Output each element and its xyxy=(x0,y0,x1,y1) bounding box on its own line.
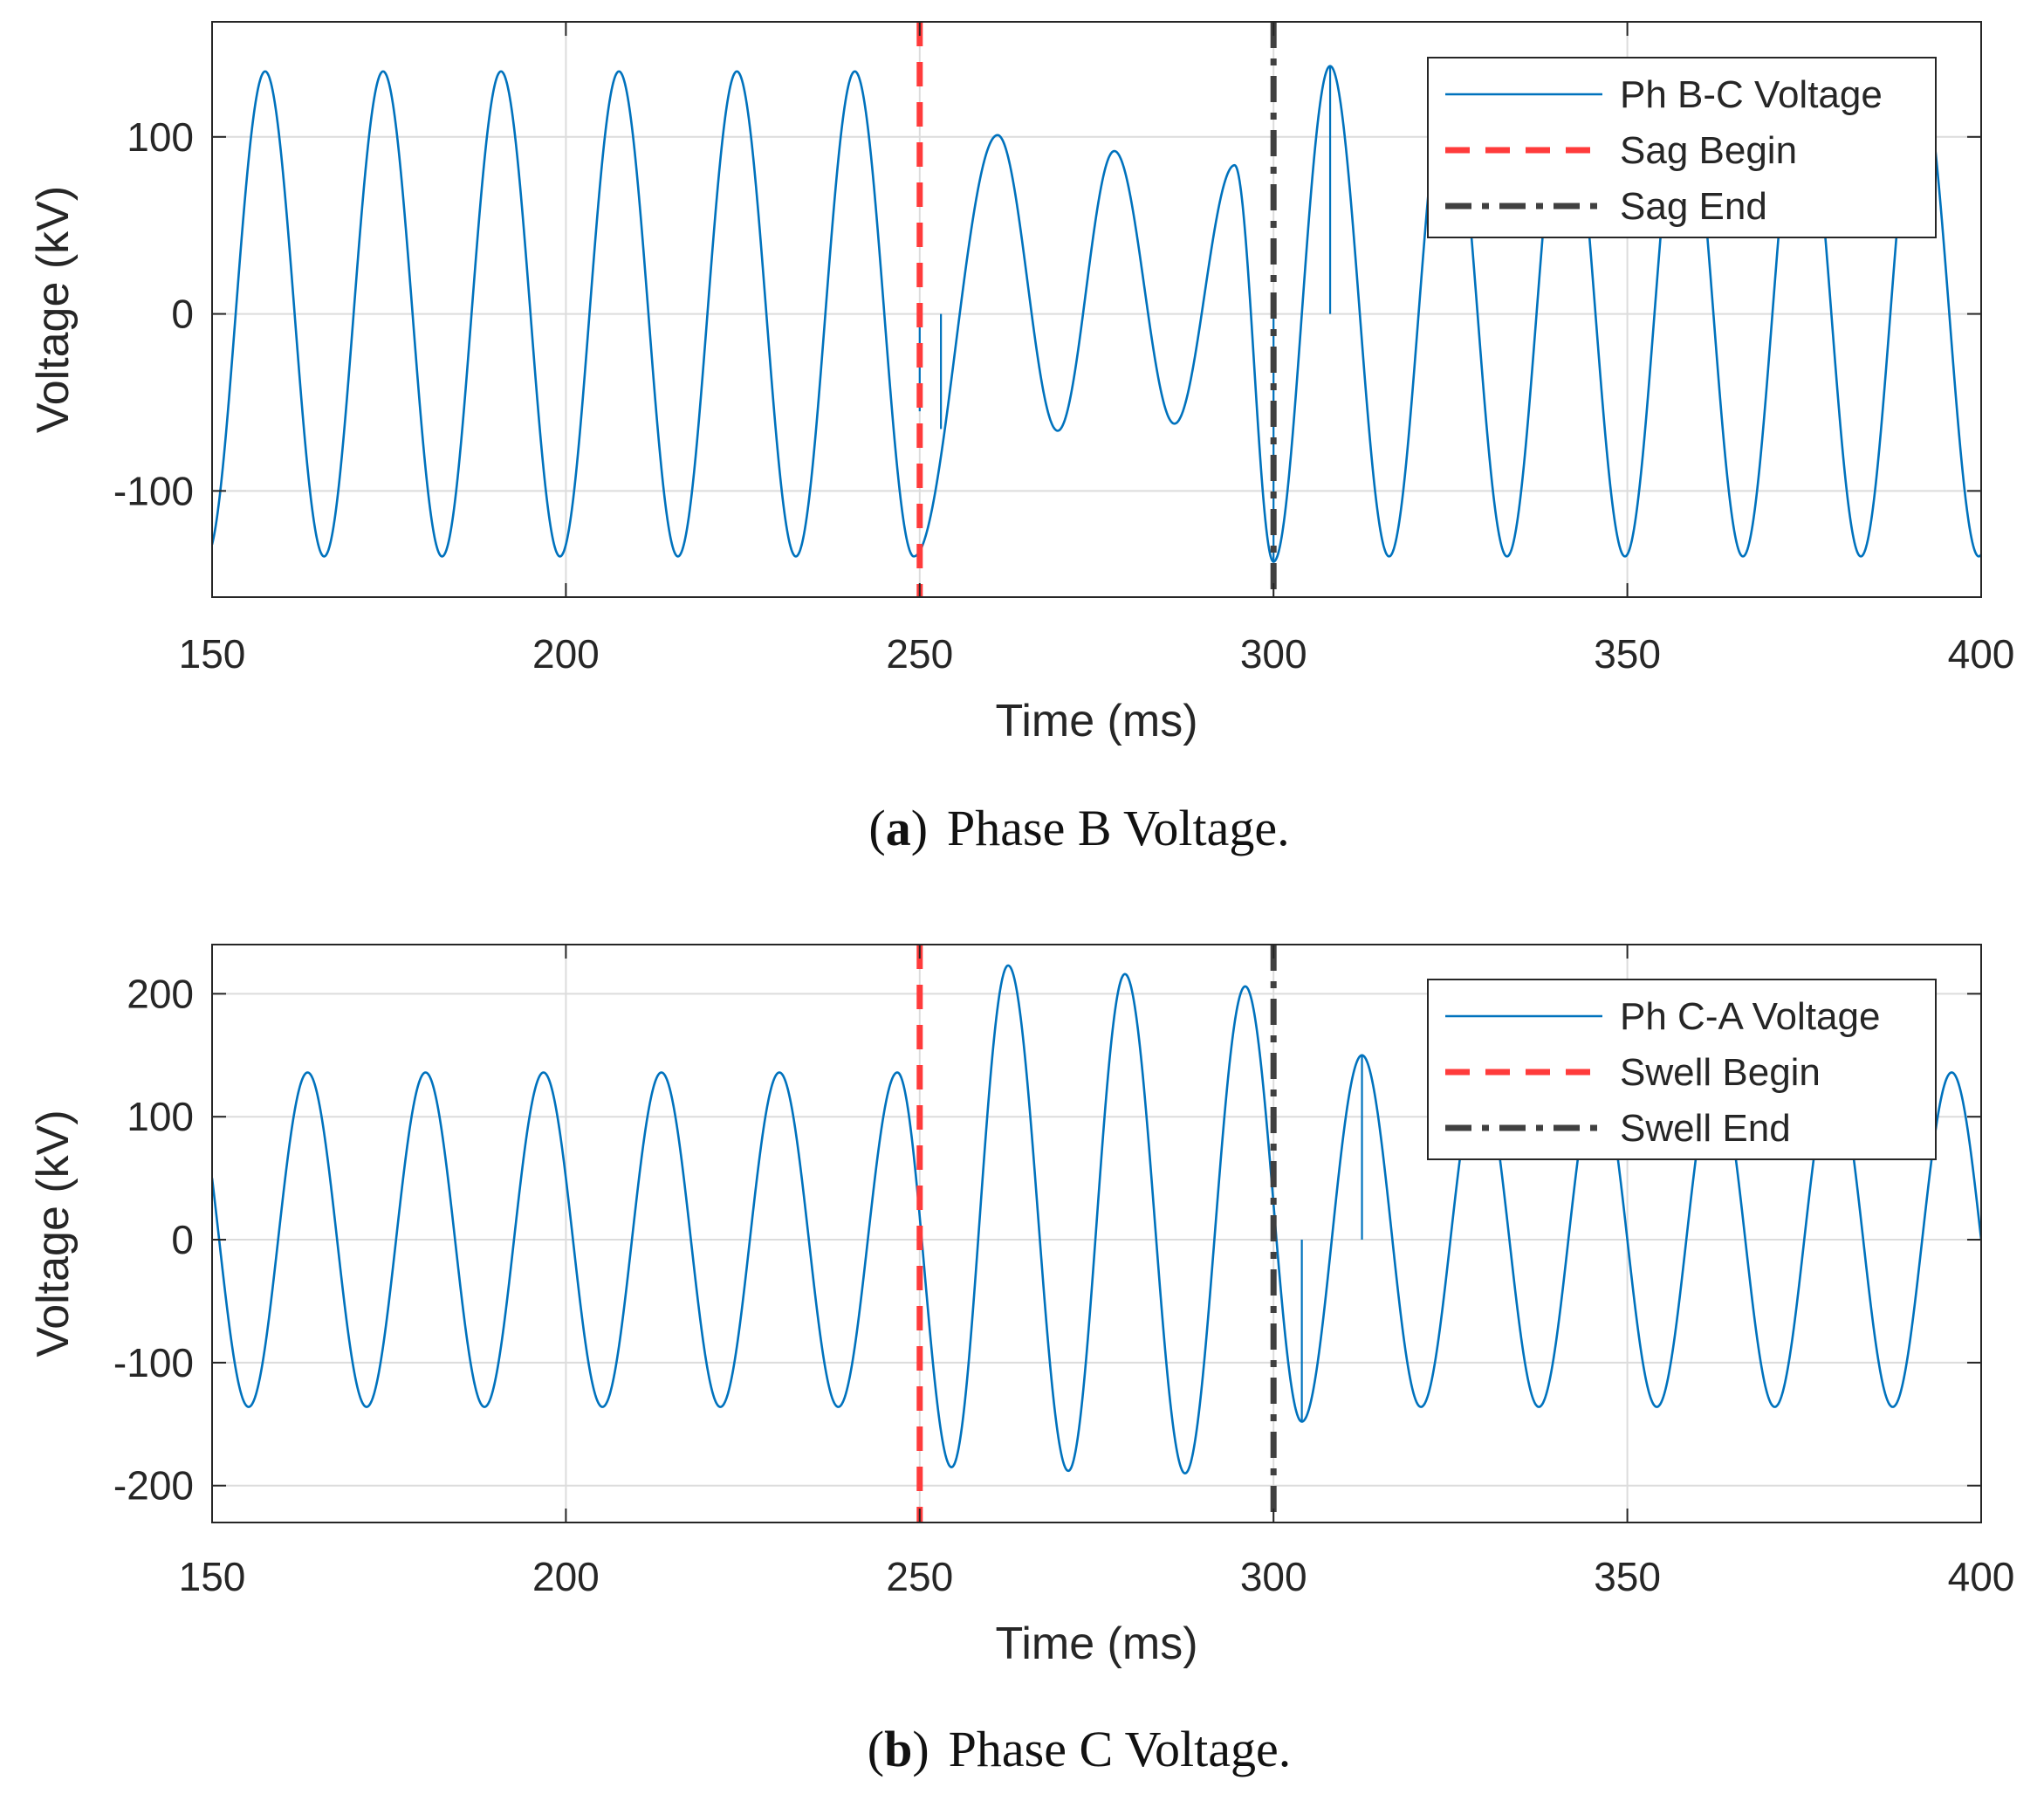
panel-b-series-clip xyxy=(212,945,1981,1522)
panel-a-x-axis-title: Time (ms) xyxy=(995,696,1197,746)
panel-b-voltage-line xyxy=(212,964,1981,1475)
panel-a-chart: 150 200 250 300 350 400 -100 0 100 Time (ms) Vol… xyxy=(28,21,2014,856)
panel-b-legend-label: Swell Begin xyxy=(1620,1051,1821,1094)
panel-a-y-axis-title: Voltage (kV) xyxy=(28,186,79,433)
panel-a-caption: (a) Phase B Voltage. xyxy=(868,800,1289,856)
panel-b-x-tick-label: 400 xyxy=(1948,1554,2015,1599)
panel-b-x-axis-title: Time (ms) xyxy=(995,1619,1197,1669)
panel-a-legend-label: Ph B-C Voltage xyxy=(1620,73,1883,116)
panel-a-x-tick-label: 250 xyxy=(886,631,953,677)
panel-b-caption: (b) Phase C Voltage. xyxy=(868,1721,1292,1777)
panel-b-y-axis-title: Voltage (kV) xyxy=(28,1110,79,1357)
panel-a-ticks: 150 200 250 300 350 400 -100 0 100 xyxy=(113,22,2014,677)
panel-a-legend-label: Sag Begin xyxy=(1620,129,1797,172)
panel-a-legend-label: Sag End xyxy=(1620,185,1767,228)
panel-b-y-tick-label: -100 xyxy=(113,1340,194,1385)
panel-a-x-tick-label: 400 xyxy=(1948,631,2015,677)
panel-b-x-tick-label: 200 xyxy=(532,1554,600,1599)
panel-a-x-tick-label: 150 xyxy=(179,631,246,677)
panel-a-y-tick-label: 100 xyxy=(127,114,194,160)
panel-b-axes-frame xyxy=(211,944,1982,1523)
panel-b-y-tick-label: 200 xyxy=(127,971,194,1016)
panel-b-legend-label: Swell End xyxy=(1620,1107,1791,1150)
panel-b-series-layer xyxy=(212,945,1981,1522)
panel-b-y-tick-label: 100 xyxy=(127,1094,194,1139)
panel-a-caption-text: Phase B Voltage. xyxy=(947,800,1290,856)
panel-b-legend: Ph C-A Voltage Swell Begin Swell End xyxy=(1427,979,1937,1160)
panel-b-ticks: 150 200 250 300 350 400 -200 -100 0 100 200 xyxy=(113,945,2014,1599)
panel-a-y-tick-label: -100 xyxy=(113,468,194,513)
panel-b-chart: 150 200 250 300 350 400 -200 -100 0 100 200 Time (… xyxy=(28,944,2014,1777)
panel-b-y-tick-label: 0 xyxy=(171,1217,194,1262)
panel-a-y-tick-label: 0 xyxy=(171,292,194,337)
panel-a-legend: Ph B-C Voltage Sag Begin Sag End xyxy=(1427,57,1937,238)
panel-b-caption-label: b xyxy=(884,1721,912,1777)
panel-a-x-tick-label: 200 xyxy=(532,631,600,677)
panel-b-legend-label: Ph C-A Voltage xyxy=(1620,995,1880,1038)
panel-b-y-tick-label: -200 xyxy=(113,1463,194,1509)
panel-b-x-tick-label: 350 xyxy=(1594,1554,1661,1599)
panel-b-x-tick-label: 250 xyxy=(886,1554,953,1599)
panel-a-x-tick-label: 350 xyxy=(1594,631,1661,677)
panel-b-x-tick-label: 150 xyxy=(179,1554,246,1599)
panel-a-x-tick-label: 300 xyxy=(1240,631,1307,677)
panel-a-axes-frame xyxy=(211,21,1982,598)
panel-b-x-tick-label: 300 xyxy=(1240,1554,1307,1599)
panel-b-caption-text: Phase C Voltage. xyxy=(949,1721,1292,1777)
panel-a-caption-label: a xyxy=(886,800,911,856)
